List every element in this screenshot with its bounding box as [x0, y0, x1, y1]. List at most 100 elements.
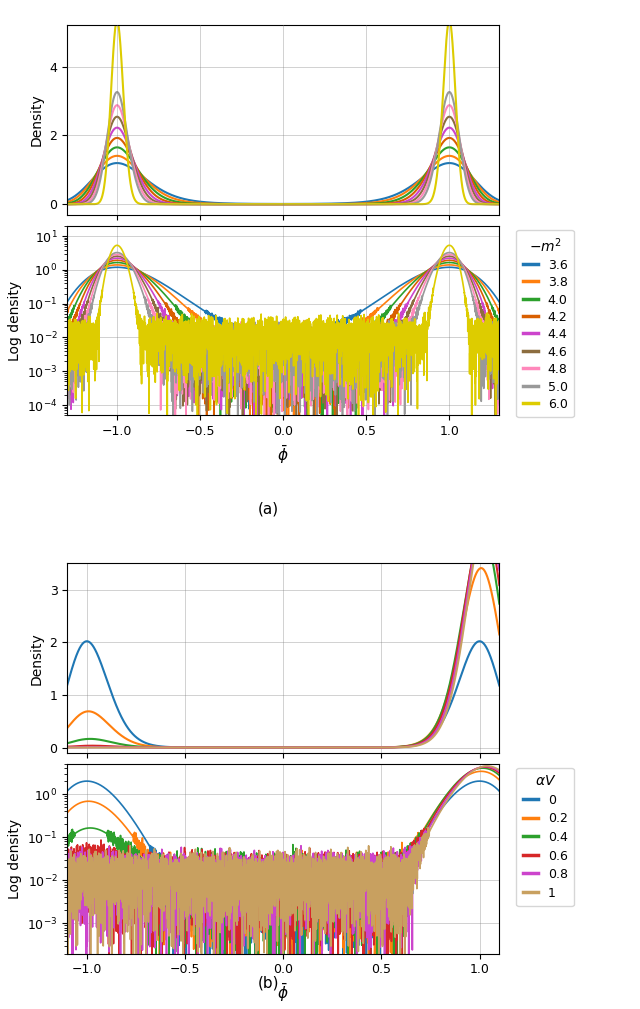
0.4: [505, 666, 513, 678]
Y-axis label: Log density: Log density: [8, 818, 22, 899]
3.8: [490, 194, 498, 206]
4.0: [268, 198, 276, 210]
3.6: [247, 330, 255, 342]
0.4: [54, 853, 61, 865]
4.2: [490, 321, 498, 333]
4.0: [468, 267, 476, 279]
0.8: [505, 776, 513, 788]
1: [268, 742, 276, 754]
3.6: [504, 311, 511, 323]
0.2: [54, 733, 61, 745]
0.4: [381, 912, 389, 924]
Line: 4.4: 4.4: [59, 128, 508, 204]
0.2: [247, 883, 255, 895]
6.0: [244, 347, 252, 359]
Line: 0: 0: [58, 642, 509, 748]
6.0: [381, 198, 389, 210]
6.0: [504, 344, 511, 356]
4.6: [113, 111, 121, 123]
0.8: [243, 742, 251, 754]
0.2: [381, 742, 389, 754]
4.2: [381, 319, 389, 331]
4.2: [55, 336, 63, 348]
4.4: [244, 198, 252, 210]
0.4: [479, 762, 486, 774]
4.2: [381, 198, 389, 210]
0: [83, 775, 91, 787]
4.8: [268, 198, 276, 210]
1: [492, 525, 499, 537]
5.0: [279, 198, 287, 210]
5.0: [55, 198, 63, 210]
4.2: [55, 198, 63, 210]
0.6: [381, 888, 389, 900]
5.0: [113, 246, 121, 258]
Line: 4.6: 4.6: [59, 117, 508, 204]
0.2: [247, 742, 255, 754]
4.2: [244, 394, 252, 406]
0.2: [505, 787, 513, 799]
1: [93, 1004, 101, 1009]
4.4: [381, 198, 389, 210]
4.8: [55, 323, 63, 335]
4.4: [247, 350, 255, 362]
0: [54, 711, 61, 723]
4.2: [244, 198, 252, 210]
0.6: [505, 652, 513, 664]
3.8: [504, 198, 511, 210]
5.0: [223, 433, 230, 445]
Y-axis label: Density: Density: [30, 94, 44, 146]
0.4: [247, 865, 255, 877]
0: [505, 798, 513, 810]
Y-axis label: Log density: Log density: [8, 281, 22, 360]
4.2: [468, 268, 476, 281]
0.8: [482, 510, 490, 522]
4.2: [468, 174, 476, 186]
0.4: [469, 765, 477, 777]
4.6: [381, 198, 389, 210]
Line: 4.8: 4.8: [59, 105, 508, 204]
0.2: [54, 821, 61, 833]
4.6: [381, 356, 389, 368]
4.2: [113, 254, 121, 266]
0.8: [86, 1004, 93, 1009]
Legend: 3.6, 3.8, 4.0, 4.2, 4.4, 4.6, 4.8, 5.0, 6.0: 3.6, 3.8, 4.0, 4.2, 4.4, 4.6, 4.8, 5.0, …: [516, 230, 574, 417]
1: [469, 765, 477, 777]
0.8: [381, 742, 389, 754]
0.4: [243, 887, 251, 899]
0.8: [505, 640, 513, 652]
Line: 0.8: 0.8: [58, 516, 509, 748]
4.4: [268, 198, 276, 210]
0.4: [54, 740, 61, 752]
4.0: [504, 198, 511, 210]
0.2: [505, 684, 513, 696]
3.8: [55, 198, 63, 210]
4.8: [381, 198, 389, 210]
0.2: [243, 742, 251, 754]
6.0: [468, 198, 476, 210]
4.8: [381, 342, 389, 354]
1: [505, 774, 513, 786]
4.4: [468, 178, 476, 190]
0.6: [492, 764, 499, 776]
0.4: [381, 742, 389, 754]
0.6: [54, 742, 61, 754]
4.4: [268, 347, 276, 359]
1: [247, 742, 255, 754]
4.4: [504, 198, 511, 210]
4.8: [490, 198, 498, 210]
3.8: [268, 198, 276, 210]
3.8: [504, 321, 511, 333]
4.2: [279, 198, 287, 210]
0.2: [276, 742, 284, 754]
4.0: [55, 354, 63, 366]
6.0: [504, 198, 511, 210]
6.0: [381, 328, 389, 340]
4.0: [490, 196, 498, 208]
4.4: [490, 198, 498, 210]
4.6: [239, 433, 246, 445]
0.8: [469, 555, 477, 567]
0.6: [247, 742, 255, 754]
Line: 3.6: 3.6: [59, 267, 508, 409]
4.6: [504, 198, 511, 210]
